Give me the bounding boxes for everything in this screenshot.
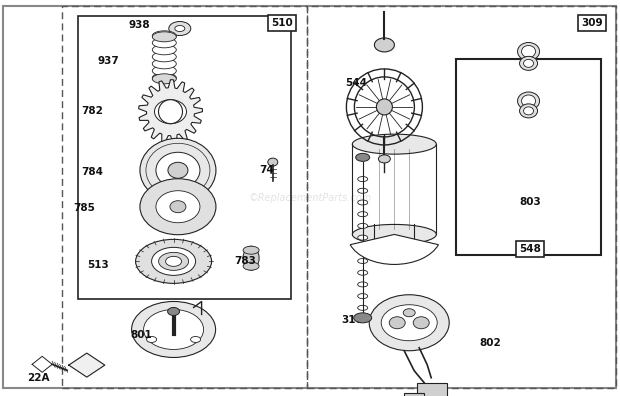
Text: 785: 785 bbox=[73, 203, 95, 213]
Ellipse shape bbox=[520, 104, 538, 118]
Ellipse shape bbox=[159, 252, 188, 270]
Ellipse shape bbox=[520, 56, 538, 70]
Ellipse shape bbox=[168, 162, 188, 178]
Bar bbox=[404, 393, 424, 396]
Ellipse shape bbox=[131, 301, 216, 358]
Ellipse shape bbox=[378, 155, 391, 163]
Text: 310: 310 bbox=[341, 315, 363, 325]
Ellipse shape bbox=[381, 305, 437, 341]
Ellipse shape bbox=[358, 282, 368, 287]
Ellipse shape bbox=[356, 153, 370, 161]
Ellipse shape bbox=[170, 201, 186, 213]
Text: 510: 510 bbox=[271, 18, 293, 28]
Text: 801: 801 bbox=[130, 329, 153, 340]
Ellipse shape bbox=[166, 256, 182, 267]
Ellipse shape bbox=[518, 42, 539, 61]
Bar bbox=[307, 6, 616, 388]
Bar bbox=[62, 6, 307, 388]
Text: 937: 937 bbox=[97, 56, 120, 67]
Ellipse shape bbox=[521, 46, 536, 57]
Ellipse shape bbox=[358, 259, 368, 263]
Ellipse shape bbox=[136, 239, 211, 284]
Ellipse shape bbox=[154, 100, 187, 124]
Ellipse shape bbox=[353, 313, 372, 323]
Ellipse shape bbox=[153, 59, 176, 69]
Ellipse shape bbox=[243, 262, 259, 270]
Ellipse shape bbox=[159, 100, 182, 124]
Ellipse shape bbox=[140, 138, 216, 202]
Ellipse shape bbox=[175, 25, 185, 32]
Ellipse shape bbox=[358, 293, 368, 299]
Ellipse shape bbox=[153, 52, 176, 62]
Ellipse shape bbox=[153, 74, 176, 84]
Wedge shape bbox=[350, 234, 438, 265]
Ellipse shape bbox=[518, 92, 539, 110]
Text: 22A: 22A bbox=[27, 373, 50, 383]
Ellipse shape bbox=[352, 134, 436, 154]
Ellipse shape bbox=[521, 95, 536, 107]
Ellipse shape bbox=[162, 106, 179, 118]
Ellipse shape bbox=[369, 295, 450, 351]
Text: 782: 782 bbox=[81, 106, 103, 116]
Ellipse shape bbox=[358, 247, 368, 252]
Ellipse shape bbox=[268, 158, 278, 166]
Ellipse shape bbox=[190, 337, 201, 343]
Ellipse shape bbox=[358, 177, 368, 182]
Ellipse shape bbox=[153, 38, 176, 48]
Ellipse shape bbox=[358, 270, 368, 275]
Ellipse shape bbox=[144, 309, 203, 350]
Ellipse shape bbox=[389, 317, 405, 329]
Text: 938: 938 bbox=[129, 19, 150, 30]
Ellipse shape bbox=[523, 107, 534, 115]
Ellipse shape bbox=[358, 223, 368, 228]
Text: 513: 513 bbox=[87, 260, 109, 270]
Ellipse shape bbox=[153, 32, 176, 42]
Ellipse shape bbox=[153, 45, 176, 55]
Ellipse shape bbox=[523, 59, 534, 67]
Text: 309: 309 bbox=[582, 18, 603, 28]
Ellipse shape bbox=[358, 212, 368, 217]
Ellipse shape bbox=[376, 99, 392, 115]
Bar bbox=[78, 16, 291, 299]
Text: 544: 544 bbox=[345, 78, 368, 88]
Bar bbox=[456, 59, 601, 255]
Ellipse shape bbox=[243, 246, 259, 254]
Text: 803: 803 bbox=[519, 197, 541, 207]
Ellipse shape bbox=[153, 31, 176, 41]
Ellipse shape bbox=[153, 66, 176, 76]
Ellipse shape bbox=[403, 309, 415, 317]
Ellipse shape bbox=[358, 235, 368, 240]
Polygon shape bbox=[139, 80, 203, 143]
Ellipse shape bbox=[156, 191, 200, 223]
Text: ©ReplacementParts.com: ©ReplacementParts.com bbox=[249, 193, 371, 203]
Text: 784: 784 bbox=[81, 167, 103, 177]
Polygon shape bbox=[69, 353, 105, 377]
Ellipse shape bbox=[156, 152, 200, 188]
Ellipse shape bbox=[243, 246, 259, 270]
Text: 802: 802 bbox=[479, 337, 501, 348]
Text: 74: 74 bbox=[259, 165, 274, 175]
Ellipse shape bbox=[167, 307, 180, 316]
Ellipse shape bbox=[352, 225, 436, 244]
Ellipse shape bbox=[153, 73, 176, 83]
Bar bbox=[417, 383, 447, 396]
Ellipse shape bbox=[374, 38, 394, 52]
Ellipse shape bbox=[358, 305, 368, 310]
Text: 783: 783 bbox=[234, 256, 256, 267]
Ellipse shape bbox=[358, 200, 368, 205]
Text: 548: 548 bbox=[519, 244, 541, 254]
Ellipse shape bbox=[146, 337, 157, 343]
Ellipse shape bbox=[358, 188, 368, 193]
Ellipse shape bbox=[152, 248, 195, 275]
Ellipse shape bbox=[413, 317, 429, 329]
Ellipse shape bbox=[140, 179, 216, 235]
Ellipse shape bbox=[169, 21, 191, 36]
